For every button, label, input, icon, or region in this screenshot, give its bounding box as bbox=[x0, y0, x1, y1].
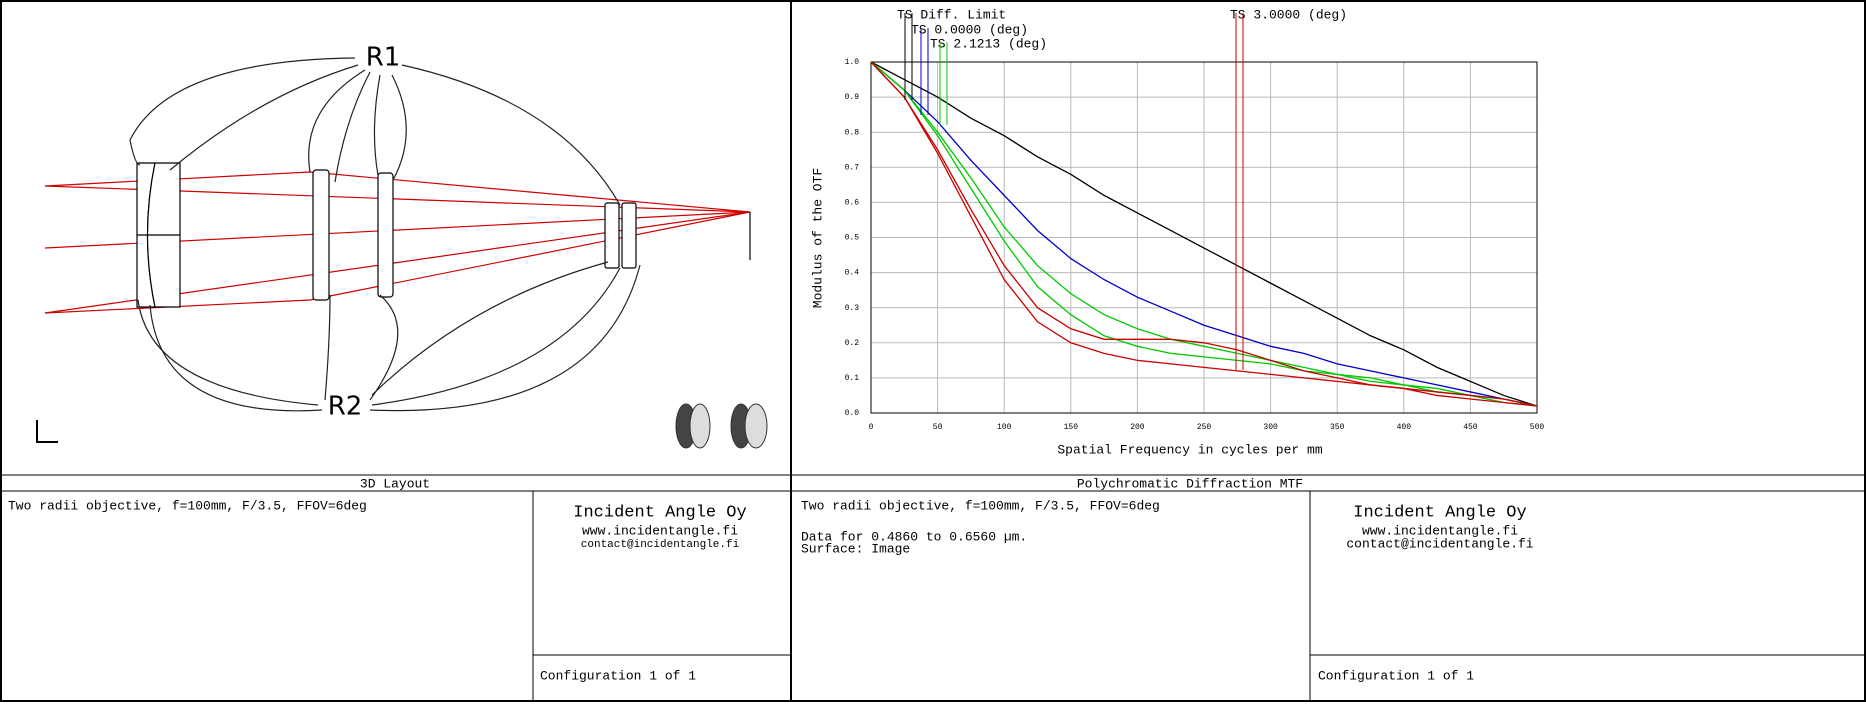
leader bbox=[129, 57, 356, 166]
plot-frame bbox=[870, 61, 1538, 414]
y-tick-label: 0.6 bbox=[845, 199, 860, 208]
lenses bbox=[136, 162, 751, 308]
y-tick-label: 1.0 bbox=[845, 58, 860, 67]
leader-curves bbox=[129, 57, 641, 412]
block-web: www.incidentangle.fi bbox=[1362, 523, 1518, 538]
series-line bbox=[870, 61, 1538, 407]
block-surface: Surface: Image bbox=[801, 541, 910, 556]
leader bbox=[371, 267, 621, 406]
block-company: Incident Angle Oy bbox=[573, 503, 746, 522]
series-line bbox=[870, 61, 1538, 407]
x-tick-label: 0 bbox=[869, 423, 874, 432]
legend-label: TS 2.1213 (deg) bbox=[930, 36, 1047, 51]
caption: 3D Layout bbox=[360, 476, 430, 491]
legend-label: TS 0.0000 (deg) bbox=[911, 22, 1028, 37]
block-email: contact@incidentangle.fi bbox=[1346, 536, 1533, 551]
leader bbox=[324, 294, 331, 401]
series-line bbox=[870, 61, 1538, 407]
leader bbox=[373, 74, 381, 176]
y-axis-label: Modulus of the OTF bbox=[810, 168, 825, 308]
y-tick-label: 0.5 bbox=[845, 234, 860, 243]
block-description: Two radii objective, f=100mm, F/3.5, FFO… bbox=[8, 498, 367, 513]
x-tick-label: 350 bbox=[1330, 423, 1345, 432]
block-company: Incident Angle Oy bbox=[1353, 503, 1526, 522]
block-configuration: Configuration 1 of 1 bbox=[540, 668, 696, 683]
y-tick-label: 0.3 bbox=[845, 304, 860, 313]
x-tick-label: 100 bbox=[997, 423, 1012, 432]
coordinate-icon bbox=[36, 420, 58, 443]
y-tick-label: 0.8 bbox=[845, 128, 860, 137]
x-tick-label: 50 bbox=[933, 423, 943, 432]
leader bbox=[137, 299, 319, 406]
lens-label: R1 bbox=[366, 43, 401, 73]
caption: Polychromatic Diffraction MTF bbox=[1077, 476, 1303, 491]
x-tick-label: 200 bbox=[1130, 423, 1145, 432]
y-tick-label: 0.7 bbox=[845, 163, 860, 172]
lens-label: R2 bbox=[328, 392, 363, 422]
lens-icon bbox=[744, 403, 768, 449]
lens bbox=[621, 202, 637, 269]
lens-icon bbox=[689, 403, 711, 449]
leader bbox=[369, 294, 399, 401]
leader bbox=[308, 69, 366, 173]
y-tick-label: 0.2 bbox=[845, 339, 860, 348]
lens-icons bbox=[675, 403, 768, 449]
leader bbox=[371, 261, 609, 396]
series-line bbox=[870, 61, 1538, 407]
block-email: contact@incidentangle.fi bbox=[581, 539, 740, 551]
plot: 0.0 0.1 0.2 0.3 0.4 0.5 0.6 0.7 0.8 0.9 1.0 0 50 100 1… bbox=[845, 7, 1545, 432]
leader bbox=[369, 264, 641, 412]
block-data-note: Data for 0.4860 to 0.6560 µm. bbox=[801, 529, 1027, 544]
x-tick-label: 400 bbox=[1397, 423, 1412, 432]
y-tick-label: 0.1 bbox=[845, 374, 860, 383]
lens bbox=[377, 172, 394, 298]
x-tick-label: 250 bbox=[1197, 423, 1212, 432]
x-tick-label: 450 bbox=[1463, 423, 1478, 432]
x-tick-label: 150 bbox=[1064, 423, 1079, 432]
x-tick-label: 300 bbox=[1263, 423, 1278, 432]
x-axis-label: Spatial Frequency in cycles per mm bbox=[1057, 442, 1322, 457]
leader bbox=[149, 304, 323, 412]
leader bbox=[401, 64, 621, 206]
series-line bbox=[870, 61, 1538, 407]
y-tick-label: 0.0 bbox=[845, 409, 860, 418]
series-line bbox=[870, 61, 1538, 407]
leader bbox=[169, 64, 359, 171]
lens bbox=[604, 202, 620, 269]
lens bbox=[312, 169, 330, 301]
y-tick-label: 0.4 bbox=[845, 269, 860, 278]
leader bbox=[334, 71, 371, 183]
legend-label: TS 3.0000 (deg) bbox=[1230, 7, 1347, 22]
block-web: www.incidentangle.fi bbox=[582, 523, 738, 538]
legend-label: TS Diff. Limit bbox=[897, 7, 1006, 22]
block-description: Two radii objective, f=100mm, F/3.5, FFO… bbox=[801, 498, 1160, 513]
x-tick-label: 500 bbox=[1530, 423, 1545, 432]
y-tick-label: 0.9 bbox=[845, 93, 860, 102]
leader bbox=[391, 74, 407, 181]
block-configuration: Configuration 1 of 1 bbox=[1318, 668, 1474, 683]
